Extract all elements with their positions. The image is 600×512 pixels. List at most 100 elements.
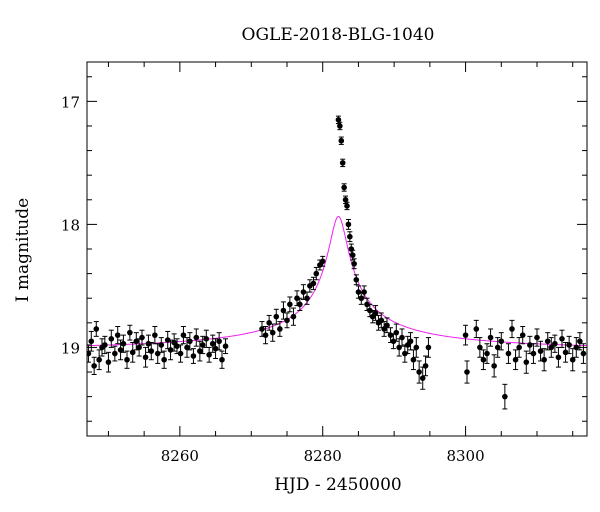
data-point — [462, 324, 469, 346]
data-marker — [87, 350, 92, 357]
data-point — [498, 332, 505, 351]
data-marker — [139, 334, 145, 341]
data-marker — [294, 295, 300, 302]
data-marker — [129, 349, 136, 356]
data-point — [425, 337, 432, 358]
axis-ticks — [87, 62, 587, 436]
data-marker — [148, 348, 155, 354]
data-point — [473, 319, 480, 339]
data-marker — [203, 336, 210, 342]
data-marker — [284, 317, 290, 324]
data-marker — [422, 363, 429, 369]
data-point — [494, 337, 501, 358]
data-marker — [355, 289, 362, 295]
data-marker — [342, 196, 349, 203]
data-marker — [96, 356, 102, 363]
data-marker — [102, 342, 108, 348]
data-marker — [277, 326, 283, 332]
data-marker — [534, 334, 540, 341]
data-point — [541, 348, 547, 372]
data-marker — [509, 326, 515, 332]
data-point — [290, 307, 297, 326]
data-marker — [124, 356, 130, 363]
data-marker — [344, 203, 350, 209]
data-marker — [304, 295, 310, 302]
data-point — [372, 305, 379, 321]
data-point — [127, 324, 133, 341]
data-point — [91, 356, 97, 375]
data-marker — [425, 344, 432, 351]
data-point — [206, 346, 212, 363]
data-point — [187, 332, 193, 351]
data-marker — [410, 356, 417, 363]
data-point — [273, 308, 280, 325]
data-marker — [187, 338, 193, 345]
data-marker — [310, 280, 317, 287]
data-marker — [93, 326, 100, 332]
data-marker — [573, 344, 580, 351]
data-marker — [136, 344, 142, 351]
data-marker — [407, 338, 414, 345]
data-point — [552, 334, 558, 353]
data-marker — [297, 301, 303, 308]
data-point — [262, 326, 269, 345]
data-marker — [167, 347, 174, 353]
data-marker — [566, 342, 572, 348]
data-marker — [413, 344, 420, 351]
data-marker — [548, 344, 555, 351]
data-marker — [337, 123, 343, 129]
data-point — [108, 329, 115, 348]
data-point — [390, 333, 397, 350]
data-point — [269, 323, 276, 342]
data-marker — [559, 336, 565, 342]
data-point — [184, 337, 190, 358]
data-point — [505, 343, 512, 364]
data-point — [193, 328, 200, 347]
data-marker — [266, 320, 272, 326]
data-marker — [339, 160, 346, 166]
data-point — [114, 326, 121, 345]
data-point — [491, 354, 497, 378]
data-point — [347, 231, 353, 243]
data-point — [164, 330, 171, 350]
data-marker — [177, 350, 184, 357]
data-point — [96, 349, 102, 371]
data-marker — [290, 313, 297, 320]
data-points-layer — [87, 115, 587, 410]
data-marker — [300, 289, 307, 295]
data-point — [120, 334, 127, 353]
data-point — [93, 321, 100, 337]
data-marker — [152, 332, 158, 338]
data-marker — [569, 356, 576, 363]
chart-title: OGLE-2018-BLG-1040 — [242, 25, 435, 45]
data-point — [139, 329, 145, 346]
data-point — [487, 328, 494, 347]
data-marker — [341, 184, 347, 191]
data-point — [534, 328, 540, 347]
data-marker — [367, 307, 373, 314]
data-point — [337, 121, 343, 131]
y-tick-label: 18 — [61, 216, 80, 234]
x-tick-label: 8260 — [161, 447, 199, 465]
data-point — [287, 296, 293, 313]
data-marker — [180, 332, 187, 338]
data-marker — [544, 338, 551, 345]
data-point — [180, 326, 187, 345]
data-marker — [577, 338, 583, 345]
data-point — [310, 276, 317, 291]
data-point — [319, 255, 326, 267]
data-point — [338, 136, 345, 145]
x-tick-label: 8300 — [446, 447, 484, 465]
data-point — [102, 335, 108, 355]
data-marker — [402, 350, 408, 357]
data-marker — [580, 350, 587, 357]
data-marker — [473, 326, 480, 332]
data-marker — [516, 344, 522, 351]
data-point — [339, 158, 346, 168]
data-marker — [193, 334, 200, 341]
data-marker — [464, 369, 470, 375]
data-point — [384, 317, 390, 334]
data-marker — [396, 344, 402, 351]
plot-area — [87, 115, 587, 410]
